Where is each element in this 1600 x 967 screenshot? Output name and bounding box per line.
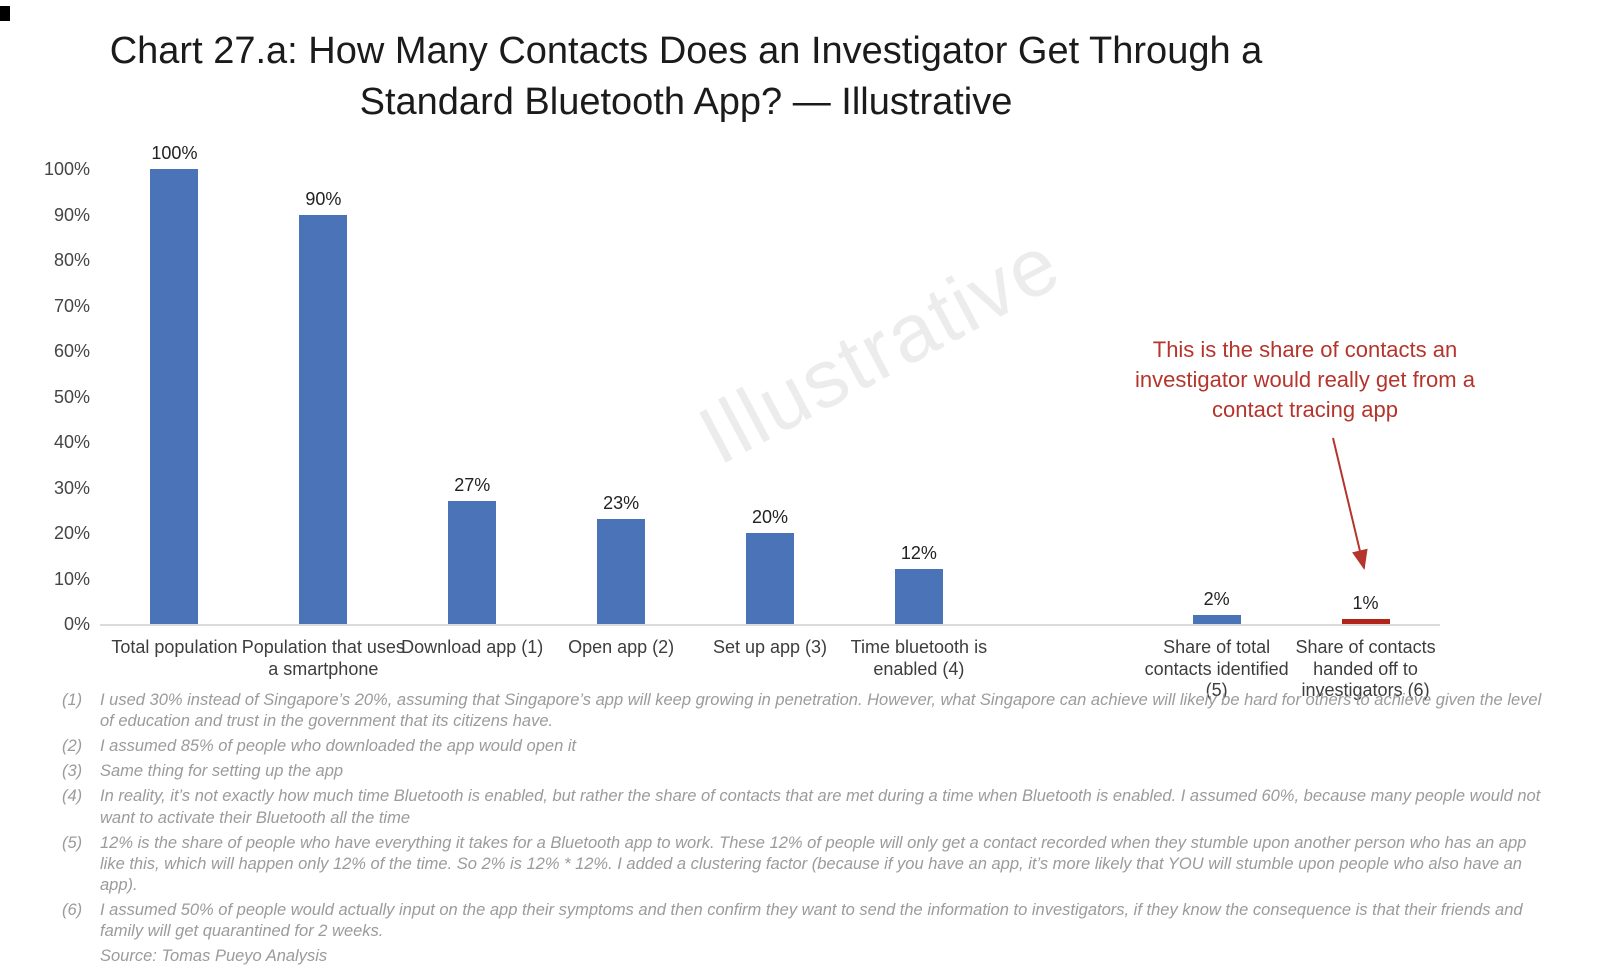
screen-corner-artifact [0,6,10,21]
footnote-row: (1) I used 30% instead of Singapore’s 20%… [62,690,1547,732]
bar-value-label: 90% [305,188,342,209]
bar-category-label: Open app (2) [568,637,675,657]
bar-value-label: 27% [454,475,491,496]
annotation-text: This is the share of contacts an investi… [1095,335,1515,425]
source-note: Source: Tomas Pueyo Analysis [100,947,328,966]
y-axis-tick-label: 50% [53,386,90,407]
footnote-marker: (6) [62,900,83,919]
bar-value-label: 100% [151,143,198,163]
bar-category-label: Share of contacts handed off to investig… [1295,637,1436,700]
bar [448,501,497,624]
bar-category-label: Total population [111,637,238,657]
footnote-marker: (1) [62,691,83,709]
bar-value-label: 1% [1352,593,1379,614]
bar [746,533,794,624]
footnote-row: (5) 12% is the share of people who have e… [62,833,1547,896]
illustrative-watermark: Illustrative [684,217,1075,483]
footnote-row: (2) I assumed 85% of people who downloade… [62,736,1547,757]
bar [597,519,646,624]
bar-category-label: Share of total contacts identified (5) [1144,637,1289,700]
bar-category-label: Population that uses a smartphone [241,637,405,679]
y-axis-tick-label: 60% [53,341,90,361]
footnote-marker: (5) [62,833,83,852]
chart-title: Chart 27.a: How Many Contacts Does an In… [0,26,1372,128]
annotation-line-1: This is the share of contacts an [1152,337,1458,362]
y-axis-tick-label: 30% [53,477,90,498]
footnote-marker: (3) [62,762,83,781]
footnote-text: Same thing for setting up the app [100,762,344,781]
footnote-text: 12% is the share of people who have ever… [100,833,1527,894]
footnote-row: (6) I assumed 50% of people would actuall… [62,900,1547,942]
footnote-text: I assumed 85% of people who downloaded t… [100,737,577,756]
annotation-line-3: contact tracing app [1212,397,1398,422]
bar-category-label: Time bluetooth is enabled (4) [850,637,988,679]
y-axis-tick-label: 0% [63,614,90,634]
bar-category-label: Set up app (3) [712,637,828,657]
footnote-text: I used 30% instead of Singapore’s 20%, a… [100,691,1542,731]
footnote-row: (3) Same thing for setting up the app [62,761,1547,782]
footnote-marker: (2) [62,737,83,756]
footnote-text: In reality, it’s not exactly how much ti… [100,787,1541,827]
footnote-text: I assumed 50% of people would actually i… [100,900,1523,941]
bar-category-label: Download app (1) [401,637,544,657]
footnote-marker: (4) [62,787,83,806]
y-axis-tick-label: 70% [53,295,90,316]
y-axis-tick-label: 90% [53,204,90,225]
y-axis-tick-label: 80% [53,250,90,270]
footnote-row: (4) In reality, it’s not exactly how much… [62,786,1547,828]
bar-value-label: 2% [1203,588,1230,609]
chart-title-line-1: Chart 27.a: How Many Contacts Does an In… [109,30,1263,72]
y-axis-tick-label: 20% [53,523,90,543]
x-axis-line [100,624,1440,626]
annotation-arrow-icon [1332,437,1368,570]
bar [150,169,199,624]
y-axis-tick-label: 100% [43,159,90,179]
bar [1192,614,1241,624]
bar [299,214,348,624]
bar-value-label: 23% [603,493,640,514]
y-axis-tick-label: 10% [53,568,90,589]
bar-value-label: 12% [900,543,937,564]
bar [894,569,943,624]
annotation-line-2: investigator would really get from a [1135,367,1475,392]
bar [1341,619,1390,624]
chart-title-line-2: Standard Bluetooth App? — Illustrative [359,81,1013,123]
y-axis-tick-label: 40% [53,432,90,452]
bar-value-label: 20% [751,507,789,527]
footnotes-section: (1) I used 30% instead of Singapore’s 20%… [62,690,1547,967]
